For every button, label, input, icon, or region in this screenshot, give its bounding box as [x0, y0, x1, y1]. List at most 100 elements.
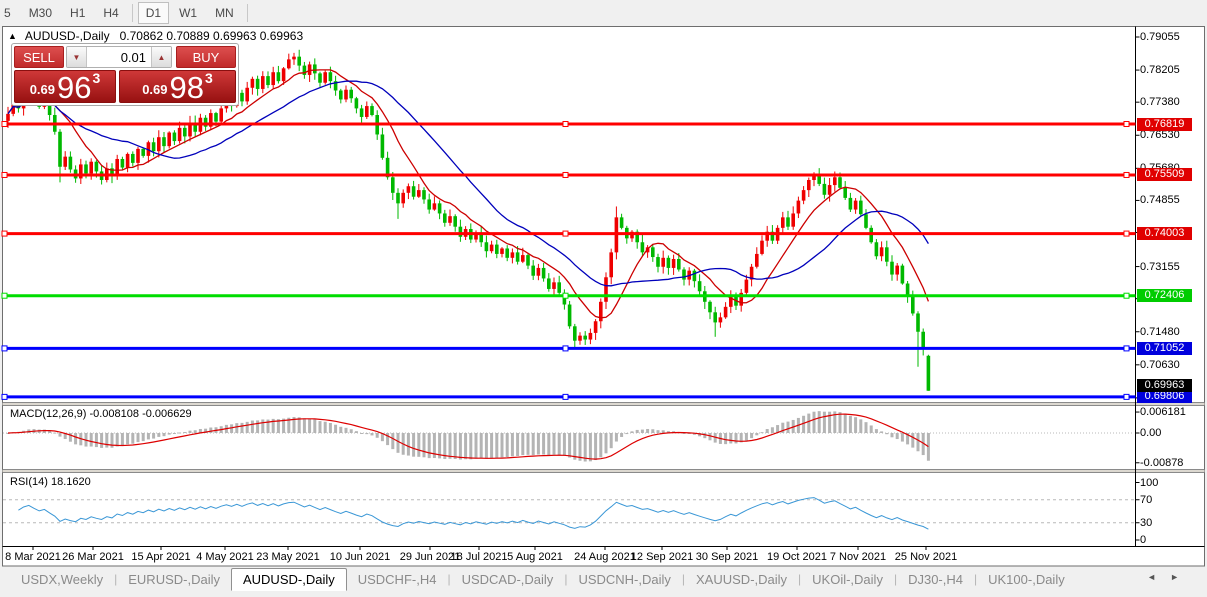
- timeframe-button-d1[interactable]: D1: [137, 1, 170, 24]
- timeframe-button-5[interactable]: 5: [4, 5, 11, 20]
- sell-price-big: 96: [57, 70, 92, 105]
- macd-histogram-bar: [744, 433, 748, 441]
- volume-increase-icon[interactable]: ▲: [151, 47, 171, 67]
- tab-uk100-daily[interactable]: UK100-,Daily: [988, 571, 1065, 587]
- level-line-handle[interactable]: [562, 230, 569, 237]
- tab-separator: |: [974, 572, 978, 586]
- level-line-handle[interactable]: [562, 393, 569, 400]
- tab-usdcad-daily[interactable]: USDCAD-,Daily: [461, 571, 554, 587]
- tab-usdcnh-daily[interactable]: USDCNH-,Daily: [578, 571, 671, 587]
- buy-price-big: 98: [169, 70, 204, 105]
- candle-body: [157, 137, 161, 152]
- macd-histogram-bar: [349, 429, 353, 433]
- level-line-handle[interactable]: [562, 121, 569, 128]
- sell-button[interactable]: SELL: [14, 46, 64, 68]
- buy-button[interactable]: BUY: [176, 46, 236, 68]
- tab-scroll-right-icon[interactable]: ►: [1170, 572, 1193, 582]
- level-line-handle[interactable]: [1123, 171, 1130, 178]
- tab-dj30-h4[interactable]: DJ30-,H4: [908, 571, 963, 587]
- date-label: 15 Apr 2021: [131, 551, 191, 563]
- tab-xauusd-daily[interactable]: XAUUSD-,Daily: [696, 571, 788, 587]
- candle-body: [240, 92, 244, 102]
- macd-histogram-bar: [750, 433, 754, 439]
- macd-histogram-bar: [900, 433, 904, 442]
- candle-body: [495, 244, 499, 254]
- macd-histogram-bar: [120, 433, 124, 446]
- macd-histogram-bar: [432, 433, 436, 459]
- candle-body: [209, 113, 213, 127]
- timeframe-button-h1[interactable]: H1: [70, 5, 86, 20]
- level-line-handle[interactable]: [562, 345, 569, 352]
- level-line-handle[interactable]: [1123, 345, 1130, 352]
- candle-body: [68, 156, 73, 170]
- candle-body: [911, 296, 915, 314]
- macd-histogram-bar: [422, 433, 426, 458]
- price-grid-label: 0.73155: [1140, 260, 1180, 273]
- timeframe-button-m30[interactable]: M30: [28, 5, 53, 20]
- macd-histogram-bar: [765, 429, 769, 433]
- candle-body: [162, 137, 166, 147]
- volume-decrease-icon[interactable]: ▼: [67, 47, 87, 67]
- macd-histogram-bar: [183, 431, 187, 433]
- level-line-handle[interactable]: [1, 171, 8, 178]
- macd-histogram-bar: [141, 433, 145, 442]
- macd-histogram-bar: [729, 433, 733, 444]
- collapse-panel-icon[interactable]: ▲: [8, 31, 17, 41]
- macd-histogram-bar: [110, 433, 114, 448]
- rsi-header: RSI(14) 18.1620: [10, 476, 91, 488]
- macd-histogram-bar: [781, 422, 785, 433]
- macd-histogram-bar: [417, 433, 421, 457]
- tab-usdx-weekly[interactable]: USDX,Weekly: [21, 571, 104, 587]
- rsi-line: [18, 497, 929, 530]
- level-line-handle[interactable]: [1123, 121, 1130, 128]
- macd-histogram-bar: [276, 419, 280, 433]
- tab-separator: |: [798, 572, 802, 586]
- tab-scroll-left-icon[interactable]: ◄: [1147, 572, 1171, 582]
- macd-histogram-bar: [635, 429, 639, 433]
- level-line-handle[interactable]: [1123, 393, 1130, 400]
- candle-body: [427, 199, 431, 210]
- tab-eurusd-daily[interactable]: EURUSD-,Daily: [128, 571, 220, 587]
- pane-splitter[interactable]: [2, 402, 1205, 406]
- macd-histogram-bar: [354, 431, 358, 433]
- level-line-handle[interactable]: [1, 121, 8, 128]
- macd-histogram-bar: [250, 420, 254, 433]
- macd-histogram-bar: [885, 433, 889, 435]
- candle-body: [567, 304, 572, 327]
- level-line-handle[interactable]: [1123, 230, 1130, 237]
- pane-splitter[interactable]: [2, 469, 1205, 473]
- buy-price-panel[interactable]: 0.69 98 3: [119, 70, 236, 103]
- macd-histogram-bar: [74, 433, 78, 445]
- level-line-handle[interactable]: [562, 171, 569, 178]
- price-level-badge: 0.72406: [1137, 289, 1192, 303]
- candle-body: [822, 183, 827, 195]
- macd-histogram-bar: [370, 433, 374, 436]
- volume-input[interactable]: [87, 47, 151, 67]
- macd-histogram-bar: [178, 432, 182, 434]
- timeframe-button-mn[interactable]: MN: [215, 5, 234, 20]
- level-line-handle[interactable]: [1, 345, 8, 352]
- tab-ukoil-daily[interactable]: UKOil-,Daily: [812, 571, 883, 587]
- level-line-handle[interactable]: [562, 292, 569, 299]
- current-price-badge: 0.69963: [1137, 379, 1192, 392]
- tab-audusd-daily[interactable]: AUDUSD-,Daily: [230, 567, 347, 591]
- candle-body: [677, 258, 681, 270]
- timeframe-button-h4[interactable]: H4: [103, 5, 119, 20]
- price-grid-label: 0.70630: [1140, 358, 1180, 371]
- macd-histogram-bar: [396, 433, 400, 453]
- candle-body: [422, 190, 426, 200]
- sell-price-panel[interactable]: 0.69 96 3: [14, 70, 116, 103]
- level-line-handle[interactable]: [1, 292, 8, 299]
- date-label: 24 Aug 2021: [574, 551, 636, 563]
- candle-body: [489, 244, 494, 252]
- timeframe-button-w1[interactable]: W1: [179, 5, 198, 20]
- candle-body: [177, 127, 182, 142]
- tab-usdchf-h4[interactable]: USDCHF-,H4: [357, 571, 437, 587]
- buy-price-pip: 3: [205, 70, 213, 86]
- level-line-handle[interactable]: [1123, 292, 1130, 299]
- macd-histogram-bar: [812, 411, 816, 433]
- macd-histogram-bar: [776, 425, 780, 433]
- level-line-handle[interactable]: [1, 230, 8, 237]
- level-line-handle[interactable]: [1, 393, 8, 400]
